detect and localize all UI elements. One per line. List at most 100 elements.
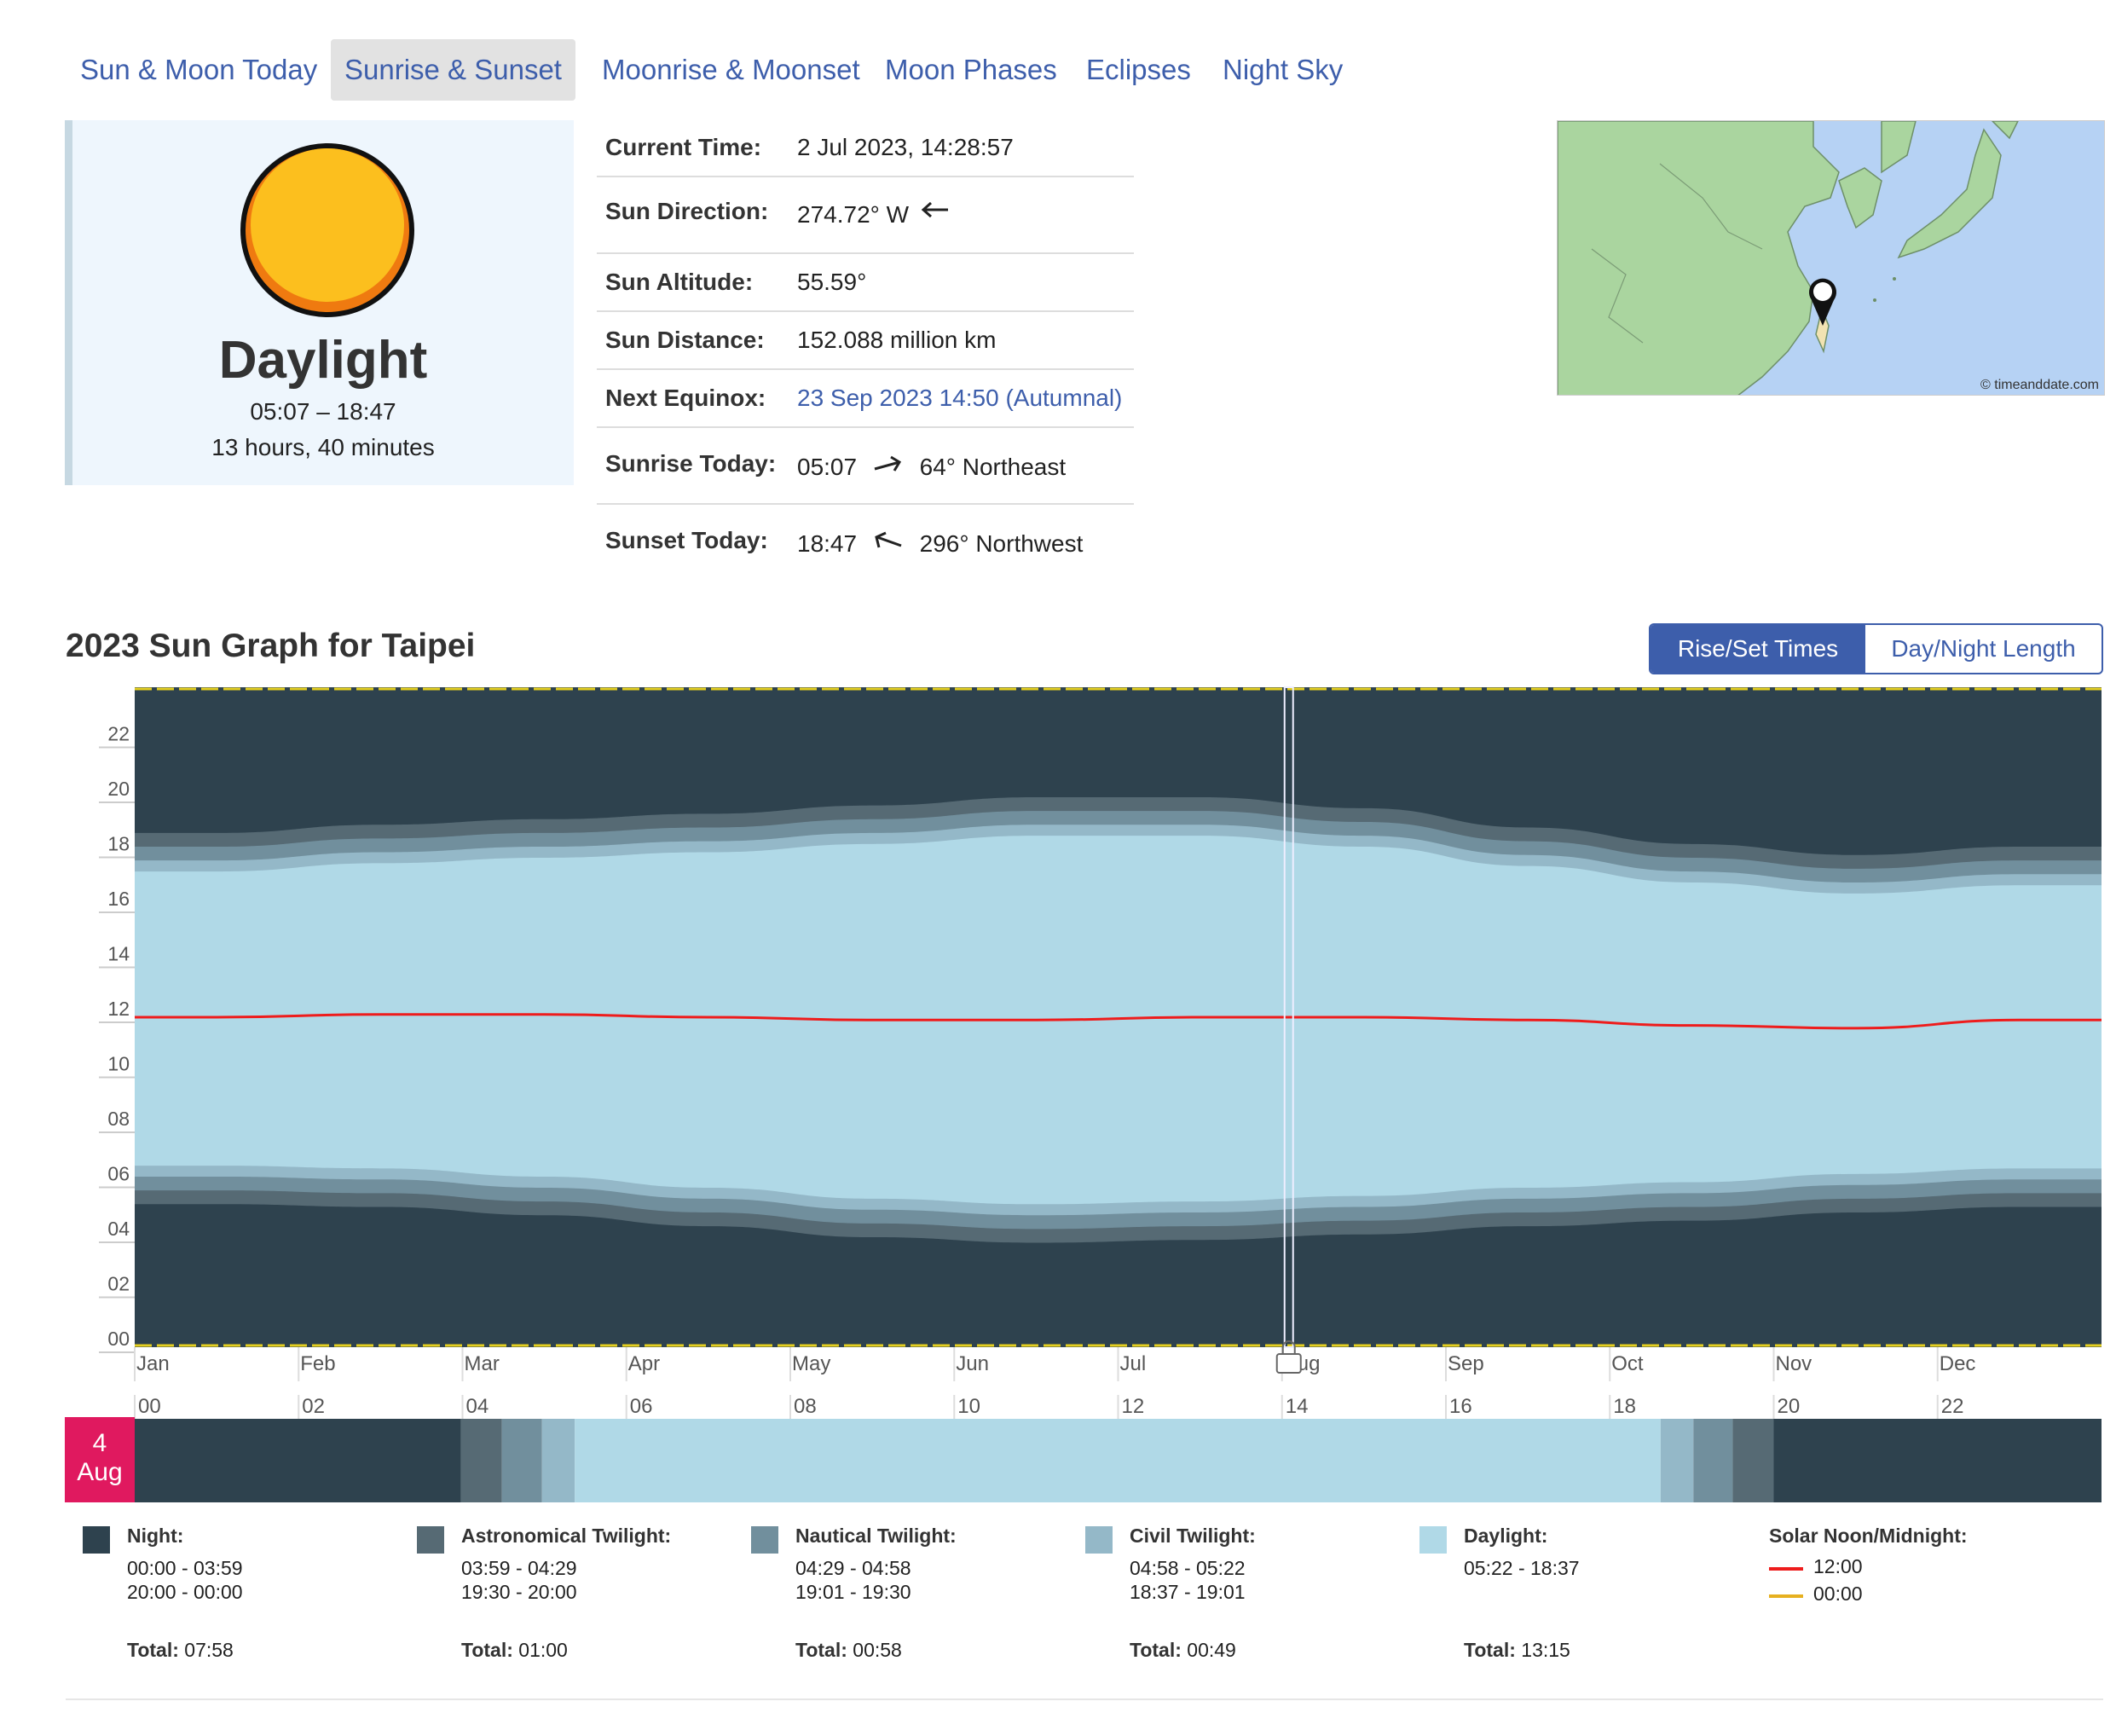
x-tick-label: Apr	[628, 1352, 660, 1375]
day-strip-segment-nautical	[1693, 1419, 1733, 1502]
day-night-length-button[interactable]: Day/Night Length	[1891, 635, 2076, 662]
sun-graph-title: 2023 Sun Graph for Taipei	[66, 628, 476, 664]
tab-moonrise-moonset[interactable]: Moonrise & Moonset	[602, 54, 860, 85]
x-tick-label: Oct	[1611, 1352, 1644, 1375]
x-tick-label: Mar	[465, 1352, 500, 1375]
hour-tick-label: 20	[1778, 1395, 1801, 1418]
y-tick-label: 10	[107, 1053, 130, 1075]
legend-nautical-title: Nautical Twilight:	[795, 1525, 957, 1547]
hour-tick-label: 06	[630, 1395, 653, 1418]
daylight-range: 05:07 – 18:47	[250, 398, 396, 425]
legend-civil-total-label: Total:	[1130, 1639, 1182, 1661]
next-equinox-label: Next Equinox:	[605, 385, 766, 411]
day-strip-segment-night	[1773, 1419, 2102, 1502]
tab-eclipses[interactable]: Eclipses	[1086, 54, 1191, 85]
legend-night-range-1: 00:00 - 03:59	[127, 1557, 243, 1579]
legend-astronomical-range-1: 03:59 - 04:29	[461, 1557, 577, 1579]
y-tick-label: 02	[107, 1273, 130, 1295]
y-tick-label: 12	[107, 998, 130, 1020]
hour-tick-label: 00	[138, 1395, 161, 1418]
sun-distance-value: 152.088 million km	[797, 327, 997, 353]
legend-night-total-label: Total:	[127, 1639, 179, 1661]
daylight-band	[135, 836, 2102, 1205]
graph-view-toggle: Rise/Set Times Day/Night Length	[1649, 623, 2103, 674]
marker-handle-icon[interactable]	[1275, 1353, 1302, 1374]
y-tick-label: 18	[107, 833, 130, 855]
rise-set-times-button[interactable]: Rise/Set Times	[1651, 625, 1865, 673]
legend-nautical-range-1: 04:29 - 04:58	[795, 1557, 911, 1579]
sun-icon	[240, 143, 414, 317]
legend-daylight-swatch	[1419, 1526, 1447, 1554]
next-equinox-link[interactable]: 23 Sep 2023 14:50 (Autumnal)	[797, 385, 1123, 411]
legend-astronomical-total: 01:00	[518, 1639, 568, 1661]
legend-night-swatch	[83, 1526, 110, 1554]
current-date-line	[1283, 686, 1294, 1348]
sun-direction-label: Sun Direction:	[605, 198, 769, 224]
tab-moon-phases[interactable]: Moon Phases	[885, 54, 1057, 85]
legend-civil-range-1: 04:58 - 05:22	[1130, 1557, 1246, 1579]
legend-night-total: 07:58	[184, 1639, 234, 1661]
x-tick-label: Jul	[1120, 1352, 1147, 1375]
y-tick-label: 06	[107, 1163, 130, 1185]
solar-noon-line	[135, 1013, 2102, 1030]
row-sun-altitude: Sun Altitude: 55.59°	[597, 254, 1134, 312]
current-time-value: 2 Jul 2023, 14:28:57	[797, 134, 1014, 160]
y-tick-label: 14	[107, 943, 130, 965]
day-strip-segment-nautical	[501, 1419, 542, 1502]
tab-sun-moon-today[interactable]: Sun & Moon Today	[80, 54, 318, 85]
hour-tick-label: 14	[1286, 1395, 1309, 1418]
y-tick-label: 04	[107, 1218, 130, 1240]
sunset-today-label: Sunset Today:	[605, 527, 768, 553]
legend-daylight-total-label: Total:	[1464, 1639, 1516, 1661]
row-sun-direction: Sun Direction: 274.72° W	[597, 177, 1134, 254]
sunrise-direction: 64° Northeast	[919, 454, 1067, 480]
date-badge-day: 4	[92, 1429, 107, 1457]
tab-night-sky[interactable]: Night Sky	[1223, 54, 1344, 85]
y-tick-label: 00	[107, 1328, 130, 1350]
day-strip	[135, 1419, 2102, 1502]
legend-solar-title: Solar Noon/Midnight:	[1769, 1525, 1968, 1547]
legend-noon-line	[1769, 1567, 1803, 1571]
sunrise-time: 05:07	[797, 454, 858, 480]
x-tick-label: May	[792, 1352, 830, 1375]
day-strip-segment-civil	[1660, 1419, 1694, 1502]
y-tick-label: 22	[107, 723, 130, 745]
y-tick-label: 20	[107, 778, 130, 800]
legend-noon-value: 12:00	[1813, 1555, 1863, 1577]
legend-civil-total: 00:49	[1187, 1639, 1236, 1661]
location-pin-icon	[1809, 278, 1836, 326]
sunrise-today-label: Sunrise Today:	[605, 450, 777, 477]
arrow-northwest-icon	[875, 531, 902, 548]
day-strip-segment-astronomical	[460, 1419, 502, 1502]
x-tick-label: Feb	[300, 1352, 335, 1375]
row-sun-distance: Sun Distance: 152.088 million km	[597, 312, 1134, 370]
sun-altitude-value: 55.59°	[797, 269, 867, 295]
legend-daylight-range-1: 05:22 - 18:37	[1464, 1557, 1580, 1579]
legend-nautical-total: 00:58	[853, 1639, 902, 1661]
date-badge: 4 Aug	[65, 1417, 135, 1502]
day-strip-segment-civil	[541, 1419, 575, 1502]
legend-night-title: Night:	[127, 1525, 184, 1547]
legend-civil-range-2: 18:37 - 19:01	[1130, 1581, 1246, 1603]
legend-civil-swatch	[1085, 1526, 1113, 1554]
current-date-marker[interactable]	[1275, 686, 1302, 1374]
row-sunrise-today: Sunrise Today: 05:07 64° Northeast	[597, 428, 1134, 505]
sun-distance-label: Sun Distance:	[605, 327, 765, 353]
hour-tick-label: 02	[302, 1395, 325, 1418]
bottom-divider	[66, 1698, 2103, 1700]
day-strip-segment-night	[135, 1419, 461, 1502]
hour-tick-label: 18	[1613, 1395, 1636, 1418]
sunset-time: 18:47	[797, 530, 858, 557]
row-next-equinox: Next Equinox: 23 Sep 2023 14:50 (Autumna…	[597, 370, 1134, 428]
tab-sunrise-sunset[interactable]: Sunrise & Sunset	[331, 39, 575, 101]
arrow-northeast-icon	[874, 455, 901, 472]
row-current-time: Current Time: 2 Jul 2023, 14:28:57	[597, 119, 1134, 177]
sun-graph-x-axis: Jan Feb Mar Apr May Jun Jul Aug Sep Oct Nov Dec	[134, 1347, 1975, 1381]
legend-astronomical-title: Astronomical Twilight:	[461, 1525, 672, 1547]
x-tick-label: Jan	[136, 1352, 170, 1375]
sun-graph-y-axis: 00 02 04 06 08 10 12 14 16 18 20 22	[99, 723, 135, 1353]
civil-twilight-band	[135, 825, 2102, 1216]
current-time-label: Current Time:	[605, 134, 762, 160]
location-map[interactable]: © timeanddate.com	[1557, 120, 2105, 396]
legend-astronomical-swatch	[417, 1526, 444, 1554]
